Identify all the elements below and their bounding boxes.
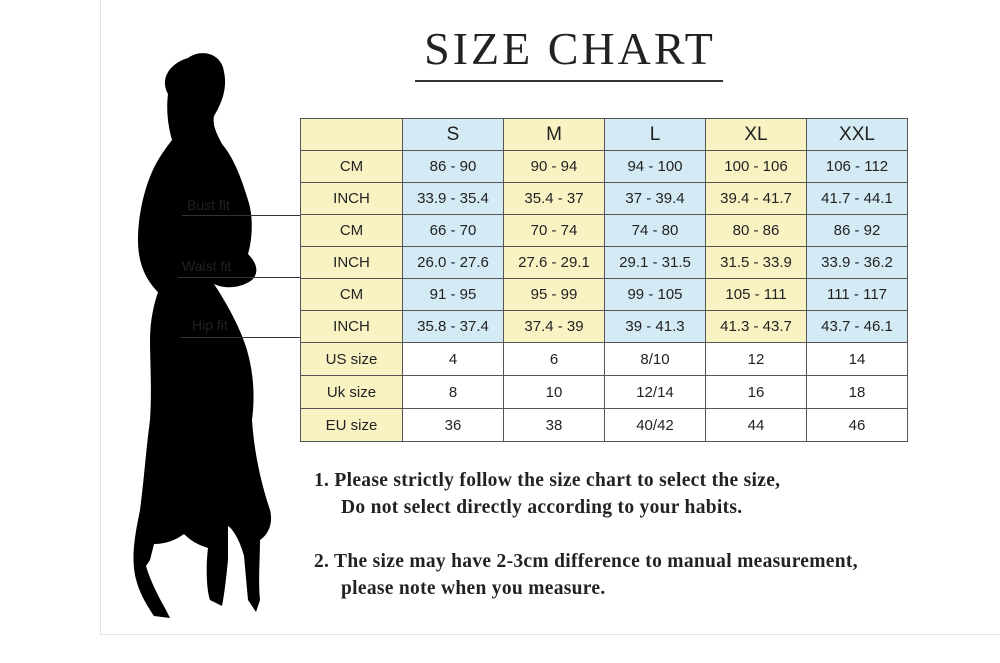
row-label: CM [300,150,403,183]
table-cell: 10 [503,375,605,409]
waist-fit-line [178,277,300,278]
header-cell-empty [300,118,403,151]
row-label: US size [300,342,403,376]
table-cell: 86 - 90 [402,150,504,183]
hip-fit-label: Hip fit [192,317,228,333]
table-row: US size 4 6 8/10 12 14 [300,342,908,376]
table-cell: 91 - 95 [402,278,504,311]
table-cell: 70 - 74 [503,214,605,247]
page-title: SIZE CHART [424,23,716,74]
table-cell: 66 - 70 [402,214,504,247]
waist-fit-label: Waist fit [182,258,232,274]
table-cell: 111 - 117 [806,278,908,311]
table-cell: 36 [402,408,504,442]
table-row: CM 91 - 95 95 - 99 99 - 105 105 - 111 111 - 1… [300,278,908,311]
header-cell-m: M [503,118,605,151]
row-label: INCH [300,246,403,279]
row-label: CM [300,214,403,247]
table-cell: 99 - 105 [604,278,706,311]
table-cell: 37 - 39.4 [604,182,706,215]
table-row: INCH 26.0 - 27.6 27.6 - 29.1 29.1 - 31.5 31.… [300,246,908,279]
table-row: INCH 35.8 - 37.4 37.4 - 39 39 - 41.3 41.3 - … [300,310,908,343]
table-row: EU size 36 38 40/42 44 46 [300,408,908,442]
row-label: INCH [300,182,403,215]
table-cell: 46 [806,408,908,442]
table-cell: 14 [806,342,908,376]
table-cell: 38 [503,408,605,442]
table-cell: 105 - 111 [705,278,807,311]
row-label: CM [300,278,403,311]
row-label: EU size [300,408,403,442]
header-cell-xl: XL [705,118,807,151]
table-cell: 31.5 - 33.9 [705,246,807,279]
table-cell: 35.4 - 37 [503,182,605,215]
row-label: Uk size [300,375,403,409]
header-cell-xxl: XXL [806,118,908,151]
table-cell: 90 - 94 [503,150,605,183]
table-cell: 29.1 - 31.5 [604,246,706,279]
note-2-line-2: please note when you measure. [341,578,606,599]
table-cell: 8 [402,375,504,409]
table-cell: 26.0 - 27.6 [402,246,504,279]
table-cell: 12/14 [604,375,706,409]
bust-fit-label: Bust fit [187,197,230,213]
table-cell: 8/10 [604,342,706,376]
table-cell: 41.7 - 44.1 [806,182,908,215]
table-cell: 33.9 - 35.4 [402,182,504,215]
note-1-line-2: Do not select directly according to your… [341,497,743,518]
table-cell: 86 - 92 [806,214,908,247]
note-2: 2. The size may have 2-3cm difference to… [314,548,858,602]
table-cell: 39.4 - 41.7 [705,182,807,215]
table-cell: 100 - 106 [705,150,807,183]
note-2-line-1: 2. The size may have 2-3cm difference to… [314,551,858,572]
table-cell: 94 - 100 [604,150,706,183]
table-cell: 43.7 - 46.1 [806,310,908,343]
table-cell: 106 - 112 [806,150,908,183]
table-cell: 35.8 - 37.4 [402,310,504,343]
table-cell: 27.6 - 29.1 [503,246,605,279]
table-cell: 39 - 41.3 [604,310,706,343]
table-cell: 41.3 - 43.7 [705,310,807,343]
table-cell: 37.4 - 39 [503,310,605,343]
header-cell-l: L [604,118,706,151]
table-cell: 4 [402,342,504,376]
table-cell: 18 [806,375,908,409]
row-label: INCH [300,310,403,343]
table-cell: 74 - 80 [604,214,706,247]
table-row: Uk size 8 10 12/14 16 18 [300,375,908,409]
table-cell: 95 - 99 [503,278,605,311]
table-header-row: S M L XL XXL [300,118,908,151]
table-row: INCH 33.9 - 35.4 35.4 - 37 37 - 39.4 39.4 - … [300,182,908,215]
table-cell: 40/42 [604,408,706,442]
note-1: 1. Please strictly follow the size chart… [314,467,780,521]
table-cell: 33.9 - 36.2 [806,246,908,279]
table-cell: 12 [705,342,807,376]
table-cell: 44 [705,408,807,442]
woman-silhouette-icon [133,53,272,618]
bust-fit-line [182,215,300,216]
header-cell-s: S [402,118,504,151]
size-chart-table: S M L XL XXL CM 86 - 90 90 - 94 94 - 100 100… [300,118,908,442]
table-row: CM 86 - 90 90 - 94 94 - 100 100 - 106 106 - 1… [300,150,908,183]
title-underline [415,80,723,82]
table-cell: 16 [705,375,807,409]
hip-fit-line [180,337,300,338]
table-cell: 6 [503,342,605,376]
table-cell: 80 - 86 [705,214,807,247]
note-1-line-1: 1. Please strictly follow the size chart… [314,470,781,491]
table-row: CM 66 - 70 70 - 74 74 - 80 80 - 86 86 - 92 [300,214,908,247]
image-frame [100,0,1000,635]
